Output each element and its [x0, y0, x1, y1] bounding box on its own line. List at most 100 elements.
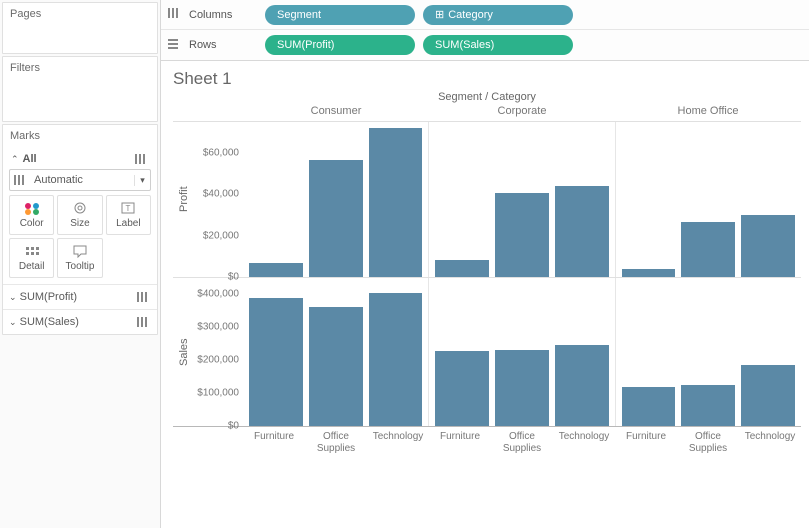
chart-segments: [243, 278, 801, 426]
segment-headers: ConsumerCorporateHome Office: [243, 103, 801, 121]
bar-chart-icon: [14, 175, 28, 185]
columns-shelf[interactable]: Columns Segment ⊞ Category: [161, 0, 809, 30]
y-tick-label: $20,000: [203, 230, 239, 241]
rows-icon: [167, 38, 181, 53]
filters-body[interactable]: [3, 79, 157, 121]
size-icon: [71, 201, 89, 215]
filters-title: Filters: [3, 57, 157, 79]
shelves: Columns Segment ⊞ Category Rows SUM(Prof…: [161, 0, 809, 61]
bar[interactable]: [369, 293, 423, 426]
bar[interactable]: [435, 351, 489, 426]
bar-chart-icon: [137, 317, 151, 327]
marks-title: Marks: [3, 125, 157, 147]
sheet-area: Sheet 1 Segment / Category ConsumerCorpo…: [161, 61, 809, 528]
bar[interactable]: [622, 387, 676, 426]
sheet-title[interactable]: Sheet 1: [173, 69, 801, 89]
segment-header: Corporate: [429, 103, 615, 121]
chart-row-sales: Sales$0$100,000$200,000$300,000$400,000: [173, 277, 801, 427]
marks-tooltip-button[interactable]: Tooltip: [57, 238, 102, 278]
x-category-label: OfficeSupplies: [677, 427, 739, 454]
bar[interactable]: [555, 186, 609, 277]
marks-cell-label: Label: [116, 218, 140, 229]
marks-all-label: All: [23, 153, 37, 165]
pill-sum-profit[interactable]: SUM(Profit): [265, 35, 415, 55]
pages-card: Pages: [2, 2, 158, 54]
filters-card: Filters: [2, 56, 158, 122]
x-label-group: FurnitureOfficeSuppliesTechnology: [429, 427, 615, 454]
marks-grid: Color Size T Label: [7, 195, 153, 235]
marks-color-button[interactable]: Color: [9, 195, 54, 235]
segment-cell: [243, 122, 428, 277]
bar[interactable]: [681, 222, 735, 277]
marks-measure-row-1[interactable]: ⌄ SUM(Sales): [3, 309, 157, 334]
bar[interactable]: [555, 345, 609, 426]
bar-chart-icon: [135, 154, 149, 164]
pill-sum-sales[interactable]: SUM(Sales): [423, 35, 573, 55]
bar[interactable]: [622, 269, 676, 277]
y-ticks: $0$20,000$40,000$60,000: [195, 122, 243, 277]
bar-chart-icon: [137, 292, 151, 302]
marks-detail-button[interactable]: Detail: [9, 238, 54, 278]
bar[interactable]: [741, 365, 795, 426]
bar[interactable]: [309, 160, 363, 277]
x-axis-labels: FurnitureOfficeSuppliesTechnologyFurnitu…: [243, 427, 801, 454]
measure-label: SUM(Profit): [20, 291, 77, 303]
x-label-group: FurnitureOfficeSuppliesTechnology: [615, 427, 801, 454]
y-axis-title: Profit: [173, 122, 195, 277]
bar[interactable]: [495, 350, 549, 426]
marks-all-row[interactable]: ⌃ All: [7, 149, 153, 169]
x-category-label: Technology: [739, 427, 801, 454]
y-tick-label: $200,000: [197, 355, 239, 366]
x-category-label: Furniture: [243, 427, 305, 454]
plus-icon: ⊞: [435, 8, 444, 21]
segment-cell: [615, 122, 801, 277]
tooltip-icon: [71, 244, 89, 258]
segment-header: Home Office: [615, 103, 801, 121]
bar[interactable]: [249, 298, 303, 426]
x-category-label: Furniture: [429, 427, 491, 454]
chart-segments: [243, 122, 801, 277]
rows-label: Rows: [189, 39, 257, 51]
mark-type-dropdown[interactable]: Automatic ▾: [9, 169, 151, 191]
marks-grid-2: Detail Tooltip: [7, 238, 153, 278]
marks-cell-label: Size: [70, 218, 89, 229]
bar[interactable]: [495, 193, 549, 277]
segment-header: Consumer: [243, 103, 429, 121]
bar[interactable]: [369, 128, 423, 277]
mark-type-label: Automatic: [34, 174, 83, 186]
y-tick-label: $400,000: [197, 289, 239, 300]
svg-text:T: T: [126, 204, 131, 213]
segment-cell: [428, 122, 614, 277]
x-category-label: Technology: [367, 427, 429, 454]
y-axis-title: Sales: [173, 278, 195, 426]
y-ticks: $0$100,000$200,000$300,000$400,000: [195, 278, 243, 426]
bar[interactable]: [741, 215, 795, 277]
left-panel: Pages Filters Marks ⌃ All Automatic ▾: [0, 0, 161, 528]
chevron-right-icon: ⌄: [9, 317, 17, 327]
pill-category[interactable]: ⊞ Category: [423, 5, 573, 25]
columns-label: Columns: [189, 9, 257, 21]
marks-measure-row-0[interactable]: ⌄ SUM(Profit): [3, 284, 157, 309]
x-category-label: OfficeSupplies: [305, 427, 367, 454]
x-category-label: Technology: [553, 427, 615, 454]
bar[interactable]: [681, 385, 735, 426]
bar[interactable]: [249, 263, 303, 277]
marks-size-button[interactable]: Size: [57, 195, 102, 235]
bar[interactable]: [435, 260, 489, 277]
rows-shelf[interactable]: Rows SUM(Profit) SUM(Sales): [161, 30, 809, 60]
columns-icon: [167, 7, 181, 22]
segment-cell: [428, 278, 614, 426]
marks-label-button[interactable]: T Label: [106, 195, 151, 235]
pill-segment[interactable]: Segment: [265, 5, 415, 25]
right-panel: Columns Segment ⊞ Category Rows SUM(Prof…: [161, 0, 809, 528]
bar[interactable]: [309, 307, 363, 426]
segment-cell: [615, 278, 801, 426]
chart: Profit$0$20,000$40,000$60,000Sales$0$100…: [173, 121, 801, 427]
pages-body[interactable]: [3, 25, 157, 53]
marks-cell-label: Tooltip: [66, 261, 95, 272]
chevron-right-icon: ⌄: [9, 292, 17, 302]
y-tick-label: $60,000: [203, 148, 239, 159]
detail-icon: [23, 244, 41, 258]
marks-cell-label: Color: [20, 218, 44, 229]
x-category-label: OfficeSupplies: [491, 427, 553, 454]
